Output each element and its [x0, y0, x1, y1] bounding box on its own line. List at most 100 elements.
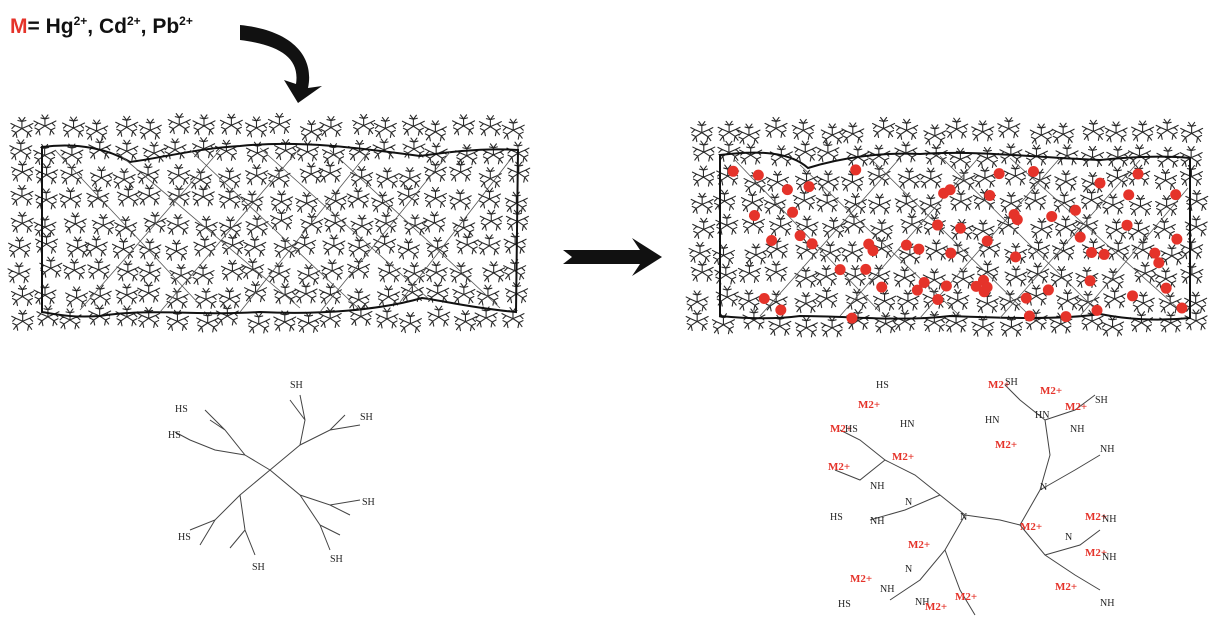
- dendrimer-glyph: [377, 261, 401, 283]
- dendrimer-glyph: [35, 163, 59, 185]
- dendrimer-glyph: [273, 236, 297, 259]
- dendrimer-glyph: [1027, 238, 1051, 260]
- group-label: HS: [876, 380, 889, 391]
- dendrimer-glyph: [423, 120, 447, 142]
- metal-ion-dot: [913, 243, 925, 255]
- dendrimer-glyph: [34, 188, 58, 210]
- dendrimer-glyph: [685, 309, 709, 332]
- dendrimer-glyph: [427, 305, 451, 327]
- group-label: N: [1040, 482, 1047, 493]
- metal-ion-dot: [1171, 233, 1183, 245]
- dendrimer-glyph: [167, 185, 191, 207]
- dendrimer-glyph: [423, 186, 448, 208]
- dendrimer-glyph: [375, 307, 399, 329]
- dendrimer-glyph: [396, 238, 421, 260]
- dendrimer-glyph: [503, 232, 527, 254]
- dendrimer-glyph: [476, 284, 500, 306]
- dendrimer-glyph: [274, 139, 298, 161]
- group-label: N: [905, 564, 912, 575]
- group-label: HN: [985, 415, 999, 426]
- dendrimer-glyph: [867, 164, 891, 187]
- metal-ion-dot: [787, 206, 799, 218]
- dendrimer-glyph: [300, 212, 324, 234]
- dendrimer-glyph: [7, 262, 31, 284]
- metal-ion-dot: [954, 222, 966, 234]
- metal-ion-dot: [1098, 248, 1110, 260]
- dendrimer-glyph: [452, 282, 476, 305]
- metal-ion-dot: [1160, 282, 1172, 294]
- metal-ion-dot: [867, 245, 879, 257]
- dendrimer-molecule: [174, 394, 361, 556]
- svg-text:SH: SH: [362, 497, 375, 508]
- dendrimer-glyph: [318, 161, 342, 183]
- metal-ion-label: M2+: [955, 591, 977, 603]
- dendrimer-glyph: [319, 116, 343, 138]
- dendrimer-glyph: [794, 266, 818, 288]
- dendrimer-glyph: [273, 283, 297, 305]
- dendrimer-glyph: [1056, 289, 1080, 311]
- dendrimer-glyph: [299, 162, 323, 184]
- dendrimer-glyph: [1180, 262, 1204, 285]
- metal-ion-dot: [1060, 311, 1072, 323]
- dendrimer-glyph: [267, 112, 291, 134]
- dendrimer-glyph: [318, 283, 342, 305]
- metal-ion-dot: [1127, 290, 1139, 302]
- dendrimer-glyph: [763, 193, 787, 215]
- dendrimer-glyph: [688, 241, 712, 263]
- metal-ion-dot: [1121, 219, 1133, 231]
- metal-ion-dot: [846, 312, 858, 324]
- metal-ion-dot: [945, 247, 957, 259]
- dendrimer-glyph: [426, 236, 450, 258]
- dendrimer-glyph: [112, 168, 136, 190]
- group-label: HS: [838, 599, 851, 610]
- dendrimer-glyph: [373, 116, 397, 138]
- dendrimer-glyph: [737, 261, 761, 283]
- dendrimer-glyph: [1184, 309, 1208, 331]
- metal-ion-dot: [1132, 168, 1144, 180]
- dendrimer-glyph: [922, 311, 946, 333]
- dendrimer-glyph: [481, 143, 505, 165]
- metal-ion-dot: [1123, 189, 1135, 201]
- metal-ion-label: M2+: [858, 399, 880, 411]
- dendrimer-glyph: [944, 311, 968, 333]
- group-label: NH: [1100, 444, 1114, 455]
- metal-ion-dot: [940, 280, 952, 292]
- dendrimer-glyph: [1129, 311, 1153, 333]
- dendrimer-glyph: [997, 117, 1021, 139]
- dendrimer-glyph: [973, 166, 997, 188]
- dendrimer-glyph: [764, 116, 788, 138]
- dendrimer-glyph: [371, 191, 395, 213]
- dendrimer-glyph: [194, 287, 218, 309]
- dendrimer-glyph: [137, 281, 161, 303]
- dendrimer-glyph: [166, 214, 190, 236]
- dendrimer-glyph: [998, 290, 1022, 312]
- dendrimer-glyph: [348, 139, 372, 162]
- dendrimer-glyph: [690, 260, 714, 282]
- metal-ion-label: M2+: [1065, 401, 1087, 413]
- dendrimer-glyph: [1004, 265, 1028, 287]
- dendrimer-glyph: [91, 213, 115, 235]
- group-label: HN: [1035, 410, 1049, 421]
- dendrimer-glyph: [137, 306, 161, 328]
- dendrimer-glyph: [297, 264, 321, 286]
- dendrimer-glyph: [868, 193, 892, 215]
- dendrimer-glyph: [971, 315, 995, 337]
- dendrimer-glyph: [273, 310, 297, 332]
- metal-ion-label: M2+: [1055, 581, 1077, 593]
- dendrimer-glyph: [452, 114, 476, 136]
- dendrimer-glyph: [84, 235, 108, 257]
- group-label: HS: [845, 424, 858, 435]
- dendrimer-glyph: [479, 209, 503, 231]
- dendrimer-glyph: [794, 292, 818, 314]
- dendrimer-glyph: [794, 316, 818, 338]
- dendrimer-glyph: [894, 141, 918, 163]
- metal-ion-dot: [766, 234, 778, 246]
- dendrimer-glyph: [791, 118, 815, 140]
- dendrimer-glyph: [975, 146, 999, 168]
- dendrimer-glyph: [115, 115, 139, 137]
- curved-arrow-icon: [240, 25, 322, 103]
- dendrimer-glyph: [374, 212, 398, 234]
- metal-ion-dot: [834, 264, 846, 276]
- dendrimer-glyph: [822, 216, 846, 239]
- svg-text:SH: SH: [252, 562, 265, 573]
